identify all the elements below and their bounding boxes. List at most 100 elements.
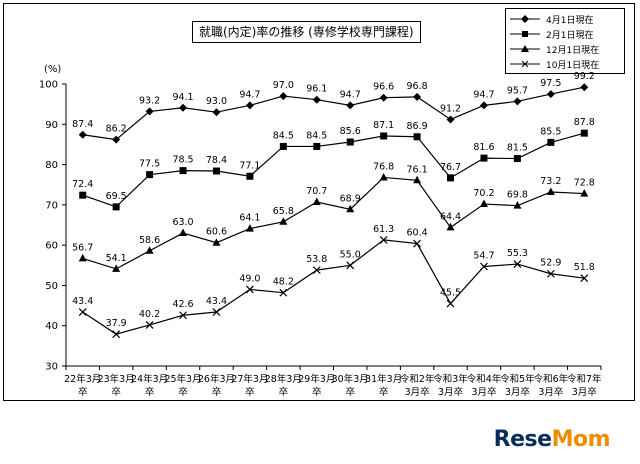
data-label: 37.9 <box>106 318 127 329</box>
data-point <box>547 138 555 146</box>
chart-title: 就職(内定)率の推移 (専修学校専門課程) <box>192 21 421 43</box>
data-point <box>179 103 188 112</box>
x-tick-label: 30年3月 <box>332 373 369 385</box>
x-tick-label: 28年3月 <box>265 373 302 385</box>
x-tick-label: 令和7年 <box>567 373 602 385</box>
data-label: 55.0 <box>340 249 361 260</box>
data-point <box>145 107 154 116</box>
y-tick-label: 60 <box>45 241 58 252</box>
y-tick-label: 30 <box>45 362 58 373</box>
data-label: 56.7 <box>72 242 93 253</box>
data-label: 54.7 <box>473 250 494 261</box>
data-point <box>346 101 355 110</box>
data-label: 76.1 <box>407 164 428 175</box>
data-label: 68.9 <box>340 193 361 204</box>
data-label: 52.9 <box>540 258 561 269</box>
data-label: 69.8 <box>507 190 528 201</box>
legend-label: 2月1日現在 <box>546 30 594 41</box>
data-point <box>279 217 288 225</box>
data-label: 85.6 <box>340 126 361 137</box>
data-point <box>446 299 455 308</box>
data-point <box>246 172 254 180</box>
x-tick-label: 令和5年 <box>500 373 535 385</box>
data-point <box>580 129 588 137</box>
data-label: 51.8 <box>574 262 595 273</box>
data-label: 87.8 <box>574 117 595 128</box>
legend-label: 12月1日現在 <box>546 45 600 56</box>
data-point <box>313 142 321 150</box>
x-tick-label: 26年3月 <box>198 373 235 385</box>
data-label: 53.8 <box>306 254 327 265</box>
data-label: 43.4 <box>72 296 93 307</box>
x-tick-label: 卒 <box>312 386 322 398</box>
data-label: 76.7 <box>440 162 461 173</box>
x-tick-label: 22年3月 <box>64 373 101 385</box>
series-line-2 <box>82 176 585 270</box>
data-label: 96.1 <box>306 84 327 95</box>
x-tick-label: 3月卒 <box>438 386 463 398</box>
data-label: 77.1 <box>239 160 260 171</box>
data-point <box>78 253 87 262</box>
data-point <box>79 191 87 199</box>
data-point <box>413 175 422 184</box>
data-point <box>479 101 488 110</box>
x-tick-label: 令和3年 <box>433 373 468 385</box>
data-label: 72.8 <box>574 178 595 189</box>
x-tick-label: 3月卒 <box>572 386 597 398</box>
x-tick-label: 31年3月 <box>365 373 402 385</box>
data-point <box>78 130 87 139</box>
data-label: 91.2 <box>440 103 461 114</box>
data-point <box>346 261 355 270</box>
data-point <box>212 108 221 117</box>
data-label: 55.3 <box>507 248 528 259</box>
data-point <box>78 308 87 316</box>
data-label: 94.7 <box>340 89 361 100</box>
data-label: 96.6 <box>373 82 394 93</box>
data-label: 64.1 <box>239 213 260 224</box>
legend-entry-oct: 10月1日現在 <box>510 57 599 71</box>
data-label: 85.5 <box>540 126 561 137</box>
data-point <box>379 93 388 102</box>
data-point <box>379 172 388 181</box>
data-label: 93.2 <box>139 95 160 106</box>
legend-entry-dec: 12月1日現在 <box>510 42 599 56</box>
data-point <box>245 101 254 110</box>
x-tick-label: 卒 <box>379 386 389 398</box>
data-label: 48.2 <box>273 277 294 288</box>
data-point <box>446 115 455 124</box>
x-tick-label: 卒 <box>78 386 88 398</box>
data-label: 40.2 <box>139 309 160 320</box>
data-point <box>346 204 355 213</box>
data-point <box>145 320 154 329</box>
data-point <box>312 197 321 206</box>
data-point <box>413 239 422 248</box>
data-label: 97.5 <box>540 78 561 89</box>
data-label: 45.5 <box>440 288 461 299</box>
data-point <box>380 132 388 140</box>
data-point <box>447 174 455 182</box>
data-label: 42.6 <box>172 299 193 310</box>
data-label: 78.4 <box>206 155 227 166</box>
data-label: 84.5 <box>306 130 327 141</box>
data-label: 94.7 <box>473 89 494 100</box>
data-label: 81.6 <box>473 142 494 153</box>
chart-frame <box>3 3 635 401</box>
x-tick-label: 卒 <box>345 386 355 398</box>
data-label: 97.0 <box>273 80 294 91</box>
x-tick-label: 令和6年 <box>534 373 569 385</box>
data-point <box>413 133 421 141</box>
y-tick-label: 70 <box>45 200 58 211</box>
x-tick-label: 令和4年 <box>467 373 502 385</box>
data-point <box>146 171 154 179</box>
triangle-marker-icon <box>510 45 540 52</box>
data-label: 94.1 <box>172 92 193 103</box>
data-point <box>245 285 254 294</box>
series-line-3 <box>82 239 585 335</box>
legend-entry-feb: 2月1日現在 <box>510 27 593 41</box>
data-label: 76.8 <box>373 161 394 172</box>
x-tick-label: 3月卒 <box>471 386 496 398</box>
data-point <box>580 83 589 92</box>
x-tick-label: 3月卒 <box>538 386 563 398</box>
y-tick-label: 80 <box>45 160 58 171</box>
